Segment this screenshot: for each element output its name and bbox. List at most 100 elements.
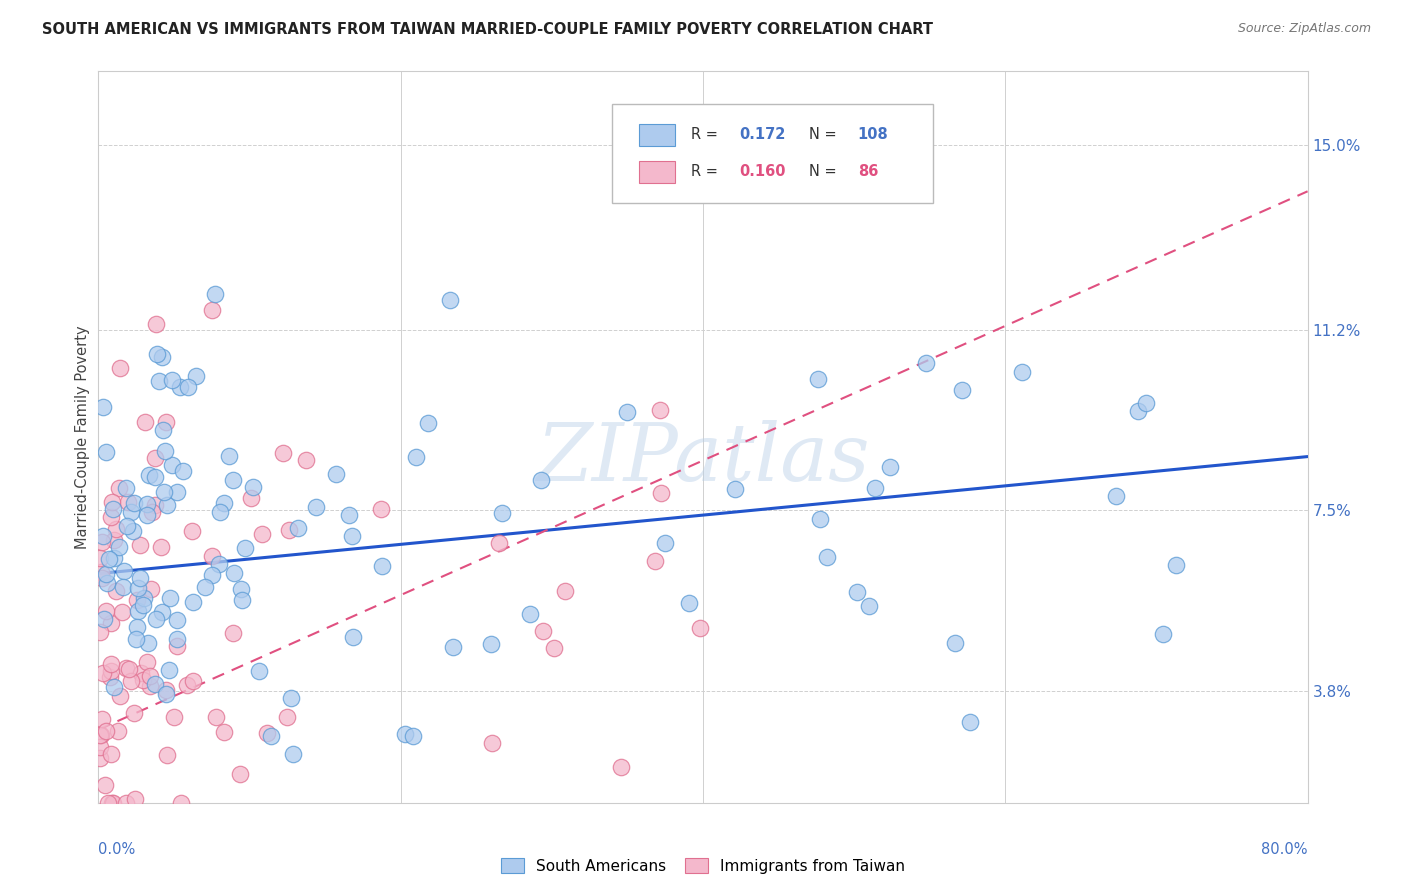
Point bbox=[135, 498, 157, 512]
Point bbox=[115, 518, 138, 533]
Point bbox=[222, 626, 245, 640]
Point bbox=[405, 450, 427, 464]
Point bbox=[143, 676, 166, 690]
Point bbox=[644, 554, 666, 568]
Point bbox=[879, 460, 901, 475]
Text: 0.172: 0.172 bbox=[740, 128, 786, 143]
FancyBboxPatch shape bbox=[638, 161, 675, 183]
Point bbox=[100, 509, 122, 524]
Point bbox=[163, 709, 186, 723]
Point bbox=[100, 495, 122, 509]
Point bbox=[914, 356, 936, 370]
Point bbox=[132, 673, 155, 688]
Point bbox=[103, 533, 125, 547]
Point bbox=[125, 632, 148, 647]
Point bbox=[156, 498, 179, 512]
Point bbox=[101, 796, 124, 810]
Point bbox=[135, 655, 157, 669]
Point bbox=[166, 484, 188, 499]
Point bbox=[181, 674, 204, 689]
Point bbox=[169, 380, 191, 394]
Point bbox=[124, 706, 146, 720]
Point bbox=[678, 596, 700, 610]
Point bbox=[305, 500, 328, 514]
Point bbox=[124, 495, 146, 509]
Point bbox=[127, 604, 149, 618]
Y-axis label: Married-Couple Family Poverty: Married-Couple Family Poverty bbox=[75, 326, 90, 549]
Point bbox=[370, 501, 392, 516]
Point bbox=[141, 505, 163, 519]
Point bbox=[155, 683, 177, 698]
Point bbox=[112, 564, 135, 578]
Point bbox=[90, 571, 112, 585]
Point bbox=[212, 725, 235, 739]
Point bbox=[529, 473, 551, 487]
Text: N =: N = bbox=[810, 164, 842, 179]
Point bbox=[224, 566, 246, 581]
Point bbox=[134, 415, 156, 429]
Point bbox=[654, 536, 676, 550]
Point bbox=[121, 505, 143, 519]
Point bbox=[183, 595, 205, 609]
Point bbox=[103, 680, 125, 694]
Point bbox=[201, 303, 224, 318]
Point bbox=[89, 728, 111, 742]
Point bbox=[121, 524, 143, 539]
Point bbox=[439, 293, 461, 308]
Point bbox=[214, 496, 236, 510]
Point bbox=[104, 522, 127, 536]
Point bbox=[273, 445, 295, 459]
Point bbox=[139, 679, 162, 693]
Point bbox=[114, 661, 136, 675]
Point bbox=[205, 710, 228, 724]
Point bbox=[222, 473, 245, 487]
Point bbox=[648, 402, 671, 417]
FancyBboxPatch shape bbox=[613, 104, 932, 203]
Point bbox=[488, 536, 510, 550]
Point bbox=[1166, 558, 1188, 572]
Point bbox=[150, 605, 173, 619]
Point bbox=[103, 501, 125, 516]
Text: 108: 108 bbox=[858, 128, 889, 143]
Point bbox=[247, 664, 270, 678]
Point bbox=[94, 444, 117, 458]
Point bbox=[98, 670, 121, 684]
Point bbox=[129, 538, 152, 552]
Point bbox=[950, 383, 973, 397]
Point bbox=[89, 551, 111, 566]
Point bbox=[145, 612, 167, 626]
Point bbox=[337, 508, 360, 522]
Point bbox=[89, 751, 111, 765]
Point bbox=[724, 482, 747, 496]
Point bbox=[242, 480, 264, 494]
Point bbox=[181, 524, 204, 538]
Point bbox=[280, 690, 302, 705]
Point bbox=[89, 625, 111, 640]
Point bbox=[153, 484, 176, 499]
Point bbox=[276, 710, 298, 724]
Point bbox=[943, 635, 966, 649]
Point bbox=[93, 611, 115, 625]
Point bbox=[134, 591, 156, 606]
Point bbox=[519, 607, 541, 621]
Point bbox=[148, 375, 170, 389]
Point bbox=[107, 481, 129, 495]
Point bbox=[108, 690, 131, 704]
Legend: South Americans, Immigrants from Taiwan: South Americans, Immigrants from Taiwan bbox=[495, 852, 911, 880]
Point bbox=[531, 624, 554, 638]
Point bbox=[479, 637, 502, 651]
Point bbox=[441, 640, 464, 655]
Text: ZIPatlas: ZIPatlas bbox=[536, 420, 870, 498]
Point bbox=[107, 723, 129, 738]
Point bbox=[208, 558, 231, 572]
Point bbox=[143, 498, 166, 512]
Point bbox=[103, 551, 125, 566]
Point bbox=[1011, 365, 1033, 379]
Point bbox=[89, 740, 111, 755]
Point bbox=[100, 615, 122, 630]
Point bbox=[136, 636, 159, 650]
Text: R =: R = bbox=[690, 164, 723, 179]
Point bbox=[94, 778, 117, 792]
Point bbox=[150, 350, 173, 364]
Point bbox=[96, 566, 118, 581]
